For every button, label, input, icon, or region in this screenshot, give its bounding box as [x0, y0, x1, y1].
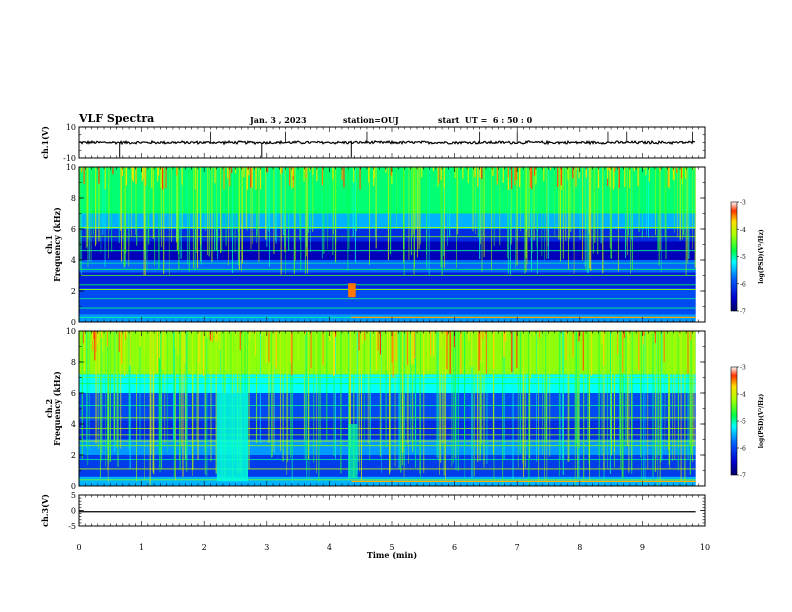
- y-tick-label: 2: [71, 287, 76, 296]
- y-tick-label: 8: [71, 358, 76, 367]
- ch2-spectrogram-channel-label: ch.2: [44, 399, 54, 418]
- x-tick-label: 8: [577, 543, 582, 552]
- ch1-spectrogram-band: [79, 213, 696, 229]
- x-tick-label: 6: [452, 543, 457, 552]
- ch3-waveform-ylabel: ch.3(V): [40, 494, 50, 527]
- x-tick-label: 0: [76, 543, 81, 552]
- ch2-colorbar-gradient: [730, 366, 738, 476]
- y-tick-label: 0: [71, 482, 76, 491]
- date-label: Jan. 3 , 2023: [250, 115, 307, 125]
- ch2-spectrogram-burst-region: [348, 424, 358, 479]
- ch1-colorbar-tick-label: -4: [740, 227, 746, 234]
- y-tick-label: 10: [66, 123, 76, 132]
- y-tick-label: 10: [66, 327, 76, 336]
- ch2-spectrogram-band: [79, 393, 696, 421]
- y-tick-label: 0: [71, 318, 76, 327]
- ch1-waveform-ylabel: ch.1(V): [40, 126, 50, 159]
- ch1-colorbar-tick-label: -3: [740, 200, 746, 207]
- y-tick-label: 5: [71, 491, 76, 500]
- ch1-colorbar-tick-label: -7: [740, 309, 746, 316]
- ch2-spectrogram-band: [79, 455, 696, 477]
- y-tick-label: 6: [71, 225, 76, 234]
- ch2-colorbar-tick-label: -3: [740, 365, 746, 372]
- ch2-spectrogram-ylabel: Frequency (kHz): [52, 371, 62, 446]
- ch2-spectrogram-band: [79, 439, 696, 455]
- start-time-label: start UT = 6 : 50 : 0: [438, 115, 533, 125]
- ch2-colorbar-tick-label: -5: [740, 419, 746, 426]
- ch2-spectrogram-band: [79, 420, 696, 440]
- y-tick-label: 10: [66, 163, 76, 172]
- ch2-colorbar: -3 -4 -5 -6 -7 log(PSD)(V²/Hz): [730, 365, 765, 480]
- ch2-colorbar-tick-label: -7: [740, 473, 746, 480]
- y-tick-label: 6: [71, 389, 76, 398]
- x-tick-label: 2: [202, 543, 207, 552]
- y-tick-label: -10: [63, 154, 76, 163]
- ch2-colorbar-tick-label: -4: [740, 392, 746, 399]
- ch3-waveform-panel: 5 0 -5 ch.3(V) 0 1 2 3 4 5 6 7 8 9 10 Time (min): [40, 491, 710, 560]
- ch1-spectrogram-ylabel: Frequency (kHz): [52, 207, 62, 282]
- y-tick-label: 8: [71, 194, 76, 203]
- ch1-colorbar-tick-label: -5: [740, 254, 746, 261]
- ch1-spectrogram-band: [79, 229, 696, 242]
- ch1-colorbar: -3 -4 -5 -6 -7 log(PSD)(V²/Hz): [730, 200, 765, 316]
- x-tick-label: 4: [327, 543, 332, 552]
- ch2-colorbar-label: log(PSD)(V²/Hz): [758, 394, 765, 449]
- chart-title: VLF Spectra: [79, 112, 155, 125]
- ch1-waveform-panel: 10 -10 ch.1(V): [40, 123, 706, 163]
- ch1-spectrogram-band: [79, 272, 696, 288]
- ch1-spectrogram-band: [79, 314, 696, 322]
- y-tick-label: 4: [71, 256, 76, 265]
- x-tick-label: 3: [264, 543, 269, 552]
- y-tick-label: 0: [71, 507, 76, 516]
- x-axis-label: Time (min): [367, 550, 417, 560]
- x-tick-label: 5: [389, 543, 394, 552]
- ch1-colorbar-gradient: [730, 201, 738, 312]
- x-tick-label: 1: [139, 543, 144, 552]
- y-tick-label: 2: [71, 451, 76, 460]
- ch2-colorbar-tick-label: -6: [740, 446, 746, 453]
- x-tick-label: 7: [515, 543, 520, 552]
- x-tick-label: 9: [640, 543, 645, 552]
- x-tick-label: 10: [700, 543, 710, 552]
- ch1-colorbar-tick-label: -6: [740, 281, 746, 288]
- ch2-spectrogram-burst-region: [216, 393, 249, 482]
- ch1-spectrogram-band: [79, 287, 696, 315]
- y-tick-label: -5: [68, 522, 76, 531]
- ch1-spectrogram-burst-region: [348, 283, 356, 298]
- ch1-waveform-trace: [78, 139, 696, 146]
- y-tick-label: 4: [71, 420, 76, 429]
- station-label: station=OUJ: [343, 115, 399, 125]
- ch1-spectrogram-channel-label: ch.1: [44, 235, 54, 254]
- ch1-colorbar-label: log(PSD)(V²/Hz): [758, 229, 765, 284]
